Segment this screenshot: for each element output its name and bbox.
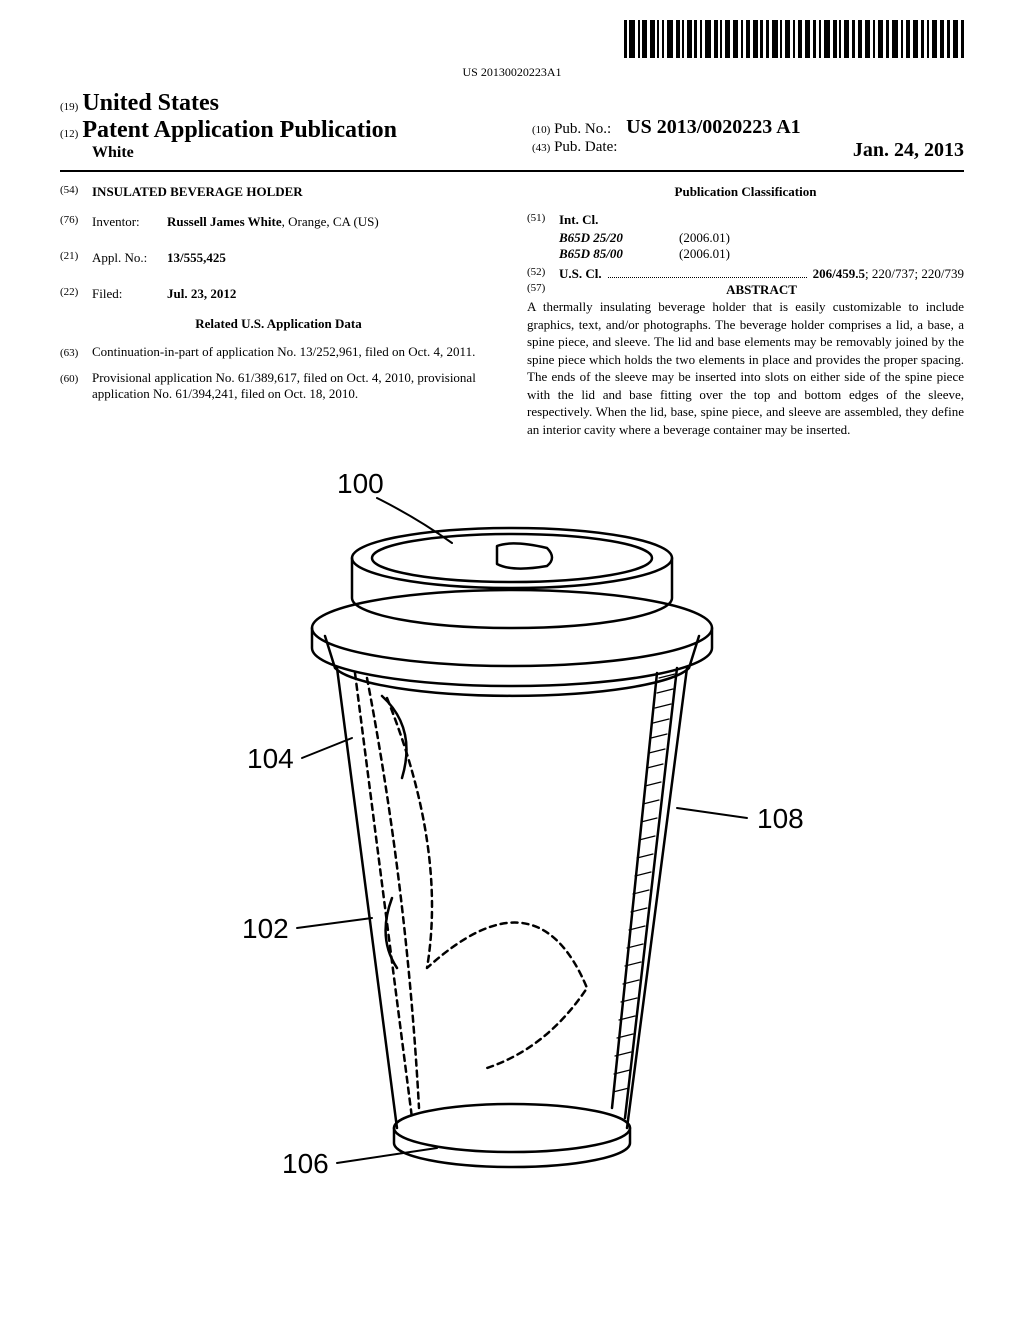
applno-row: (21) Appl. No.: 13/555,425 [60,250,497,266]
intcl-item-code: B65D 85/00 [559,246,679,262]
figure-section: 100 104 102 106 108 [60,468,964,1193]
inventor-value: Russell James White, Orange, CA (US) [167,214,497,230]
inventor-code: (76) [60,214,92,230]
patent-figure: 100 104 102 106 108 [187,468,837,1188]
provisional-code: (60) [60,373,92,385]
continuation-row: (63)Continuation-in-part of application … [60,344,497,360]
pubdate-line: (43) Pub. Date: Jan. 24, 2013 [532,139,964,156]
left-column: (54) INSULATED BEVERAGE HOLDER (76) Inve… [60,184,497,438]
continuation-code: (63) [60,347,92,359]
code-country: (19) [60,101,78,113]
code-pubtype: (12) [60,128,78,140]
pubdate-label: Pub. Date: [554,139,617,155]
author-line: White [92,144,492,162]
uscl-value: 206/459.5; 220/737; 220/739 [813,266,964,282]
intcl-item-year: (2006.01) [679,246,730,262]
publication-type: Patent Application Publication [82,117,397,143]
inventor-location: , Orange, CA (US) [282,214,379,229]
code-pubno: (10) [532,124,550,136]
abstract-heading-row: (57) ABSTRACT [527,282,964,298]
applno-label: Appl. No.: [92,250,167,266]
author-name: White [92,144,134,161]
applno-code: (21) [60,250,92,266]
title-row: (54) INSULATED BEVERAGE HOLDER [60,184,497,200]
filed-label: Filed: [92,286,167,302]
intcl-label: Int. Cl. [559,212,619,228]
title-code: (54) [60,184,92,200]
fig-label-104: 104 [247,743,294,774]
header-right: (10) Pub. No.: US 2013/0020223 A1 (43) P… [492,116,964,162]
uscl-primary: 206/459.5 [813,266,865,281]
provisional-text: Provisional application No. 61/389,617, … [92,370,476,401]
header-row: (19) United States (12) Patent Applicati… [60,90,964,172]
intcl-code: (51) [527,212,559,228]
uscl-dots [608,266,807,278]
uscl-label: U.S. Cl. [559,266,602,282]
barcode-section: US 20130020223A1 [60,20,964,80]
abstract-text: A thermally insulating beverage holder t… [527,298,964,438]
pubno-label: Pub. No.: [554,121,611,137]
intcl-item-0: B65D 25/20 (2006.01) [527,230,964,246]
uscl-row: (52) U.S. Cl. 206/459.5; 220/737; 220/73… [527,262,964,282]
pubno-line: (10) Pub. No.: US 2013/0020223 A1 [532,116,964,139]
barcode-graphic [624,20,964,63]
applno-value: 13/555,425 [167,250,497,266]
uscl-secondary: ; 220/737; 220/739 [865,266,964,281]
intcl-item-1: B65D 85/00 (2006.01) [527,246,964,262]
country-name: United States [82,90,219,116]
pubdate-value: Jan. 24, 2013 [853,139,964,162]
filed-row: (22) Filed: Jul. 23, 2012 [60,286,497,302]
invention-title: INSULATED BEVERAGE HOLDER [92,184,303,200]
pubtype-line: (12) Patent Application Publication [60,117,492,144]
uscl-code: (52) [527,266,559,282]
intcl-row: (51) Int. Cl. [527,212,964,228]
fig-label-106: 106 [282,1148,329,1179]
filed-code: (22) [60,286,92,302]
fig-label-102: 102 [242,913,289,944]
biblio-columns: (54) INSULATED BEVERAGE HOLDER (76) Inve… [60,184,964,438]
filed-value: Jul. 23, 2012 [167,286,497,302]
code-pubdate: (43) [532,142,550,154]
pubno-value: US 2013/0020223 A1 [626,116,800,138]
country-line: (19) United States [60,90,492,117]
intcl-item-year: (2006.01) [679,230,730,246]
inventor-name: Russell James White [167,214,282,229]
classification-heading: Publication Classification [527,184,964,200]
provisional-row: (60)Provisional application No. 61/389,6… [60,370,497,402]
right-column: Publication Classification (51) Int. Cl.… [527,184,964,438]
abstract-code: (57) [527,282,559,298]
fig-label-108: 108 [757,803,804,834]
continuation-text: Continuation-in-part of application No. … [92,344,475,359]
inventor-label: Inventor: [92,214,167,230]
fig-label-100: 100 [337,468,384,499]
intcl-item-code: B65D 25/20 [559,230,679,246]
header-left: (19) United States (12) Patent Applicati… [60,90,492,162]
barcode-text: US 20130020223A1 [60,65,964,80]
related-heading: Related U.S. Application Data [60,316,497,332]
abstract-heading: ABSTRACT [559,282,964,298]
inventor-row: (76) Inventor: Russell James White, Oran… [60,214,497,230]
